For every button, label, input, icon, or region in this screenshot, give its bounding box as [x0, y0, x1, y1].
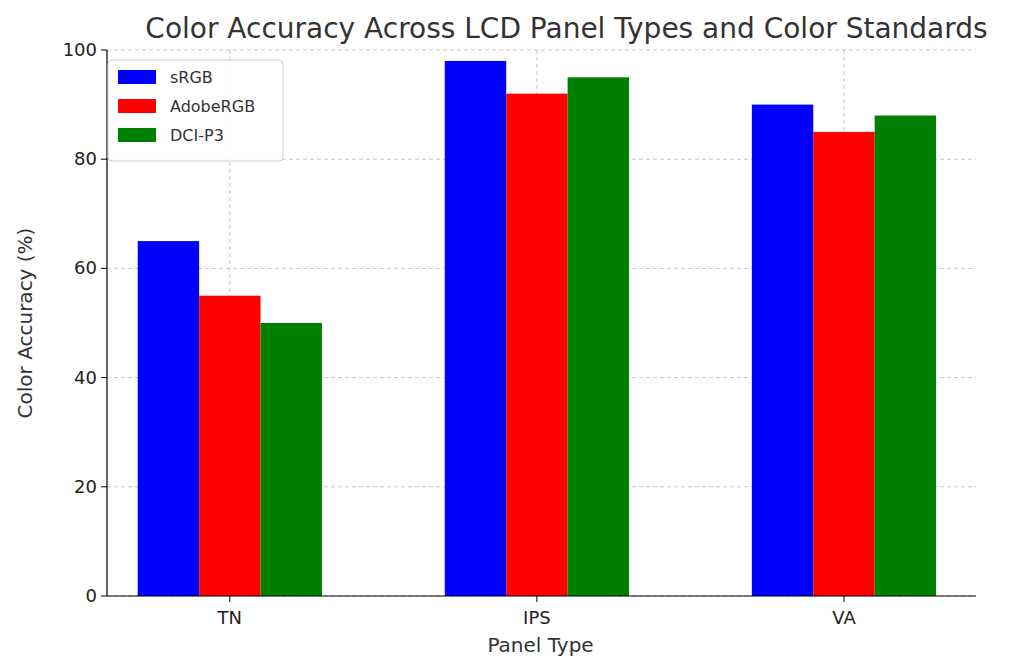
x-axis-label: Panel Type	[487, 633, 593, 657]
y-tick	[101, 159, 107, 160]
y-tick	[101, 486, 107, 487]
title: Color Accuracy Across LCD Panel Types an…	[145, 12, 987, 45]
bar	[875, 116, 936, 596]
legend-label: DCI-P3	[170, 126, 224, 145]
background	[0, 0, 1024, 671]
bar	[445, 61, 506, 596]
y-tick-label: 80	[74, 148, 97, 169]
x-tick	[536, 596, 537, 602]
legend-label: AdobeRGB	[170, 97, 255, 116]
bar	[813, 132, 874, 596]
bar	[568, 77, 629, 596]
y-tick	[101, 377, 107, 378]
chart-container: 0 20 40 60 80 100 TN IPS VA Color Accuracy Across…	[0, 0, 1024, 671]
y-tick-label: 60	[74, 257, 97, 278]
y-tick	[101, 268, 107, 269]
y-grid-line	[107, 50, 976, 51]
legend-box	[108, 60, 283, 161]
legend-swatch	[118, 99, 156, 113]
legend-label: sRGB	[170, 68, 213, 87]
y-tick	[101, 50, 107, 51]
bar	[199, 296, 260, 596]
y-axis-line	[106, 50, 107, 596]
x-tick	[843, 596, 844, 602]
x-tick-label: IPS	[523, 607, 551, 628]
y-axis-label: Color Accuracy (%)	[13, 228, 37, 419]
bar	[752, 105, 813, 596]
legend: sRGB AdobeRGB DCI-P3	[108, 60, 283, 161]
grid	[107, 50, 976, 596]
x-tick	[229, 596, 230, 602]
y-tick-label: 40	[74, 367, 97, 388]
y-tick-label: 0	[86, 585, 97, 606]
y-tick-label: 100	[63, 39, 97, 60]
y-tick	[101, 596, 107, 597]
x-axis-line	[107, 595, 976, 596]
x-tick-label: TN	[217, 607, 242, 628]
x-tick-label: VA	[832, 607, 856, 628]
legend-swatch	[118, 70, 156, 84]
bar	[261, 323, 322, 596]
legend-swatch	[118, 128, 156, 142]
chart-svg: 0 20 40 60 80 100 TN IPS VA Color Accuracy Across…	[0, 0, 1024, 671]
y-tick-label: 20	[74, 476, 97, 497]
bar	[138, 241, 199, 596]
bar	[506, 94, 567, 596]
y-grid-line	[107, 596, 976, 597]
